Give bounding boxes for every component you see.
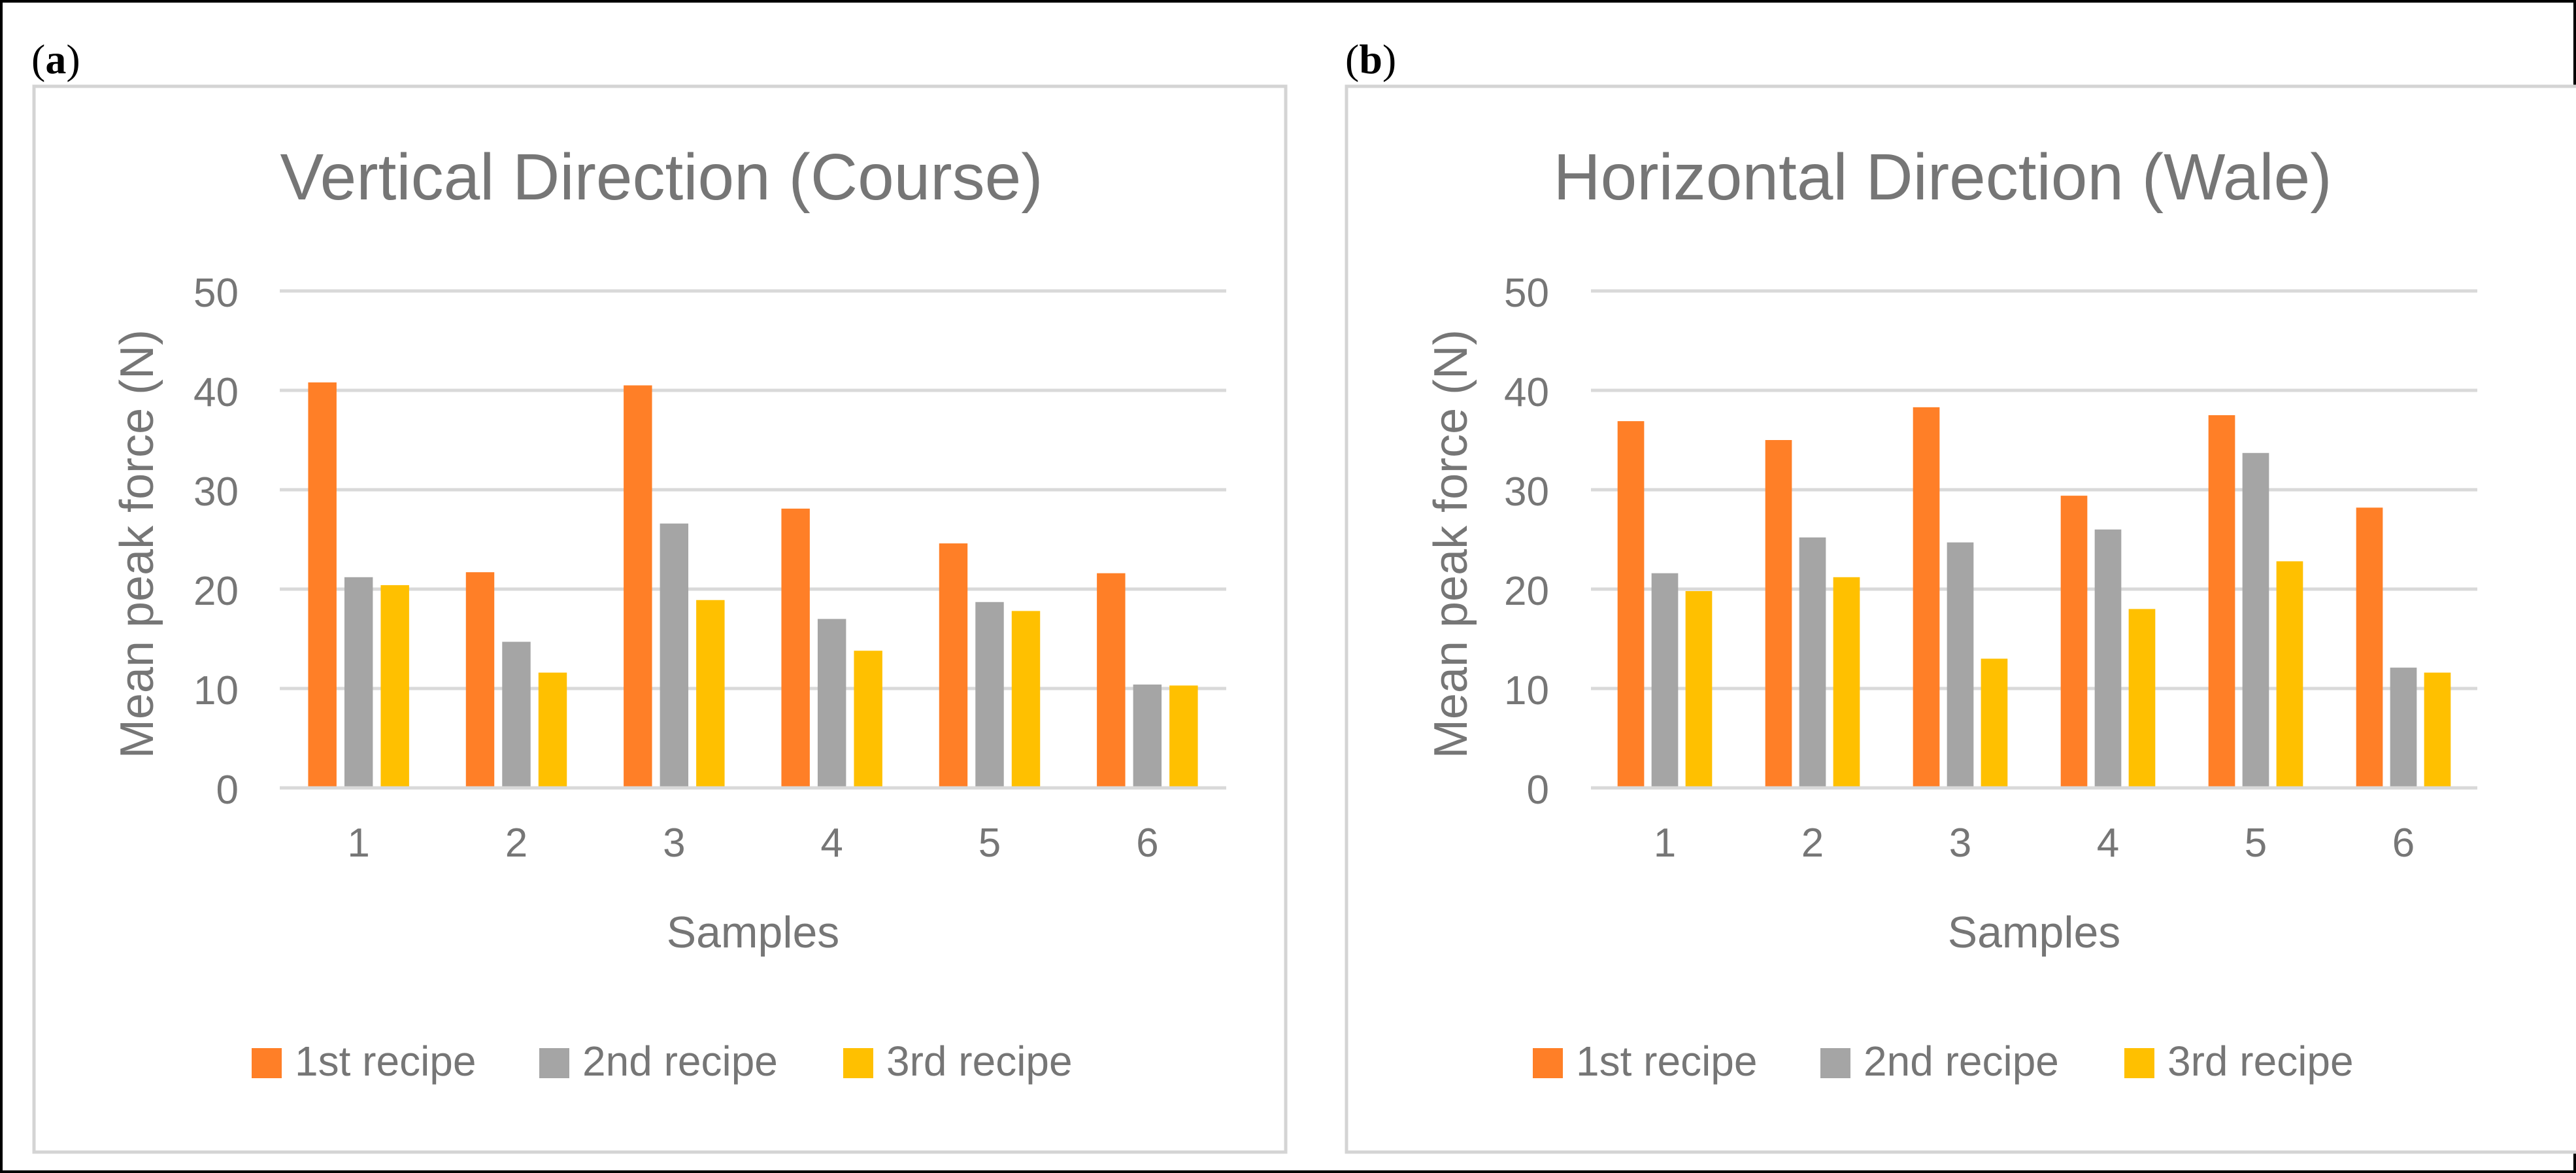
x-tick-label: 3 bbox=[1949, 821, 1971, 866]
bar-sample-3-series-1 bbox=[1913, 407, 1940, 788]
bar-sample-5-series-2 bbox=[975, 602, 1004, 788]
bar-sample-6-series-3 bbox=[1169, 685, 1198, 788]
legend-swatch bbox=[843, 1048, 873, 1078]
chart-vertical-direction: Vertical Direction (Course) 01020304050 … bbox=[32, 84, 1288, 1154]
x-tick-label: 4 bbox=[820, 821, 843, 866]
legend-swatch bbox=[2124, 1048, 2154, 1078]
bar-sample-2-series-2 bbox=[502, 641, 531, 788]
y-tick-labels: 0 10 20 30 40 50 bbox=[193, 271, 239, 813]
legend-label: 1st recipe bbox=[295, 1038, 476, 1085]
x-tick-label: 4 bbox=[2097, 821, 2119, 866]
x-tick-label: 2 bbox=[505, 821, 527, 866]
chart-title: Vertical Direction (Course) bbox=[280, 141, 1043, 214]
legend: 1st recipe 2nd recipe 3rd recipe bbox=[1533, 1038, 2354, 1085]
x-tick-label: 5 bbox=[2245, 821, 2267, 866]
bar-sample-4-series-3 bbox=[2128, 609, 2156, 788]
y-tick-labels: 0 10 20 30 40 50 bbox=[1504, 271, 1549, 813]
x-axis-label: Samples bbox=[667, 908, 840, 957]
gridlines bbox=[280, 289, 1226, 690]
y-tick-label: 20 bbox=[1504, 569, 1549, 614]
legend: 1st recipe 2nd recipe 3rd recipe bbox=[252, 1038, 1073, 1085]
x-tick-labels: 1 2 3 4 5 6 bbox=[347, 821, 1158, 866]
x-tick-labels: 1 2 3 4 5 6 bbox=[1654, 821, 2415, 866]
y-tick-label: 10 bbox=[193, 668, 239, 713]
bar-sample-4-series-1 bbox=[2060, 496, 2088, 788]
legend-swatch bbox=[1533, 1048, 1563, 1078]
bar-sample-5-series-2 bbox=[2242, 452, 2269, 788]
bar-sample-4-series-2 bbox=[817, 619, 846, 788]
panel-b-label: (b) bbox=[1345, 36, 1396, 82]
chart-frame bbox=[32, 84, 1288, 1154]
bar-sample-2-series-2 bbox=[1799, 537, 1826, 788]
bar-sample-6-series-1 bbox=[2356, 507, 2383, 788]
bar-sample-3-series-3 bbox=[696, 600, 725, 788]
bar-sample-1-series-2 bbox=[344, 577, 373, 788]
x-tick-label: 6 bbox=[2392, 821, 2415, 866]
bar-sample-4-series-2 bbox=[2094, 529, 2122, 788]
legend-label: 1st recipe bbox=[1576, 1038, 1757, 1085]
legend-label: 3rd recipe bbox=[886, 1038, 1073, 1085]
bar-sample-6-series-2 bbox=[1133, 684, 1162, 788]
bar-sample-3-series-2 bbox=[1947, 542, 1974, 788]
bar-sample-2-series-1 bbox=[465, 572, 495, 788]
bar-sample-1-series-3 bbox=[380, 585, 409, 788]
chart-title: Horizontal Direction (Wale) bbox=[1553, 141, 2332, 214]
y-tick-label: 40 bbox=[1504, 370, 1549, 415]
bar-sample-5-series-3 bbox=[1011, 611, 1041, 788]
panel-a-label: (a) bbox=[31, 36, 80, 82]
y-tick-label: 50 bbox=[193, 271, 239, 316]
x-tick-label: 5 bbox=[979, 821, 1001, 866]
x-tick-label: 1 bbox=[347, 821, 369, 866]
bar-sample-5-series-1 bbox=[2208, 415, 2235, 788]
bar-sample-1-series-3 bbox=[1685, 591, 1713, 788]
y-tick-label: 40 bbox=[193, 370, 239, 415]
bar-sample-2-series-3 bbox=[1833, 577, 1860, 788]
bar-sample-4-series-1 bbox=[781, 508, 810, 788]
bar-sample-1-series-1 bbox=[1617, 421, 1645, 788]
gridlines bbox=[1591, 289, 2477, 690]
legend-swatch bbox=[252, 1048, 282, 1078]
bar-sample-3-series-1 bbox=[624, 385, 652, 788]
bar-sample-6-series-1 bbox=[1097, 573, 1126, 788]
bar-sample-3-series-2 bbox=[660, 523, 689, 788]
bar-sample-2-series-1 bbox=[1765, 440, 1792, 788]
legend-label: 2nd recipe bbox=[582, 1038, 778, 1085]
y-tick-label: 10 bbox=[1504, 668, 1549, 713]
bar-sample-4-series-3 bbox=[854, 651, 882, 788]
x-axis-label: Samples bbox=[1948, 908, 2121, 957]
bar-sample-1-series-2 bbox=[1651, 573, 1679, 788]
legend-swatch bbox=[1820, 1048, 1850, 1078]
bars bbox=[1617, 407, 2451, 788]
bar-sample-5-series-3 bbox=[2276, 561, 2303, 788]
y-tick-label: 30 bbox=[1504, 469, 1549, 515]
x-tick-label: 2 bbox=[1801, 821, 1824, 866]
y-tick-label: 50 bbox=[1504, 271, 1549, 316]
y-tick-label: 30 bbox=[193, 469, 239, 515]
bar-sample-6-series-3 bbox=[2424, 672, 2451, 788]
legend-swatch bbox=[539, 1048, 569, 1078]
x-tick-label: 6 bbox=[1136, 821, 1158, 866]
bar-sample-3-series-3 bbox=[1981, 658, 2008, 788]
x-tick-label: 1 bbox=[1654, 821, 1676, 866]
legend-label: 2nd recipe bbox=[1864, 1038, 2059, 1085]
legend-label: 3rd recipe bbox=[2167, 1038, 2354, 1085]
y-axis-label: Mean peak force (N) bbox=[1425, 330, 1477, 758]
bar-sample-5-series-1 bbox=[939, 543, 968, 788]
bar-sample-6-series-2 bbox=[2390, 668, 2417, 788]
y-tick-label: 0 bbox=[1527, 768, 1549, 813]
bar-sample-1-series-1 bbox=[308, 382, 337, 788]
chart-horizontal-direction: Horizontal Direction (Wale) 01020304050 … bbox=[1345, 84, 2576, 1154]
bars bbox=[308, 382, 1198, 788]
y-tick-label: 20 bbox=[193, 569, 239, 614]
x-tick-label: 3 bbox=[663, 821, 685, 866]
bar-sample-2-series-3 bbox=[538, 672, 567, 788]
y-axis-label: Mean peak force (N) bbox=[111, 330, 163, 758]
y-tick-label: 0 bbox=[216, 768, 239, 813]
